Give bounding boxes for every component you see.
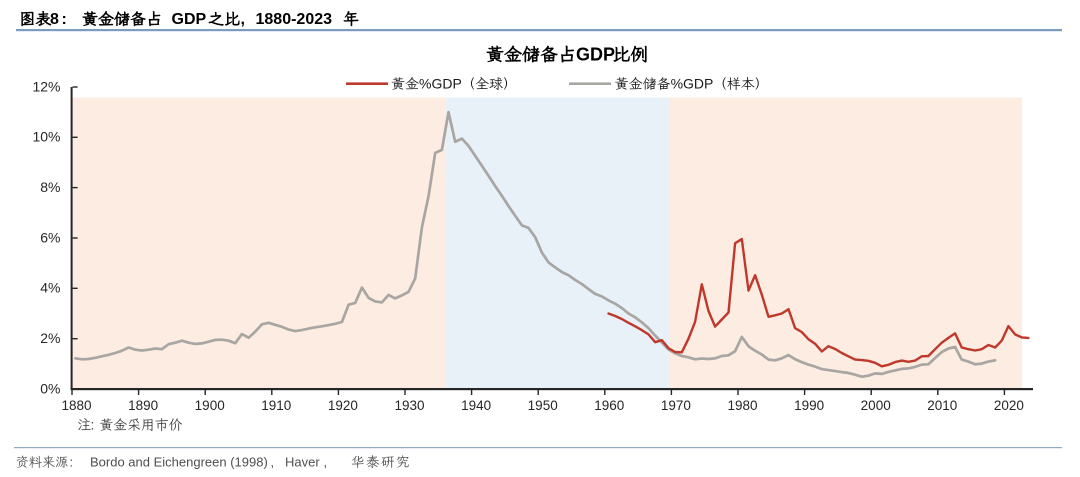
svg-text:8: 8 [50, 11, 59, 28]
svg-text:,: , [324, 455, 328, 470]
svg-text:,: , [271, 455, 275, 470]
svg-text:1950: 1950 [528, 398, 558, 413]
svg-text:Haver: Haver [285, 455, 320, 470]
svg-text:1880: 1880 [61, 398, 91, 413]
svg-text:4%: 4% [40, 280, 60, 296]
svg-text:GDP: GDP [172, 11, 207, 28]
svg-text:%GDP: %GDP [671, 76, 714, 92]
svg-text::: : [91, 418, 95, 433]
svg-text:2010: 2010 [927, 398, 957, 413]
svg-text:2020: 2020 [994, 398, 1024, 413]
svg-text:1920: 1920 [328, 398, 358, 413]
svg-text:1940: 1940 [461, 398, 491, 413]
svg-text:2000: 2000 [861, 398, 891, 413]
svg-text:6%: 6% [40, 229, 60, 245]
svg-text:1930: 1930 [394, 398, 424, 413]
svg-text:1970: 1970 [661, 398, 691, 413]
svg-text:0%: 0% [40, 380, 60, 396]
svg-text:%GDP: %GDP [419, 76, 462, 92]
svg-text::: : [62, 11, 67, 28]
svg-text:1890: 1890 [128, 398, 158, 413]
svg-text:12%: 12% [32, 78, 60, 94]
svg-text:GDP: GDP [576, 45, 615, 65]
svg-text:10%: 10% [32, 129, 60, 145]
svg-text:8%: 8% [40, 179, 60, 195]
svg-text::: : [70, 455, 74, 470]
svg-text:,: , [241, 11, 245, 28]
svg-text:1990: 1990 [794, 398, 824, 413]
svg-text:1980: 1980 [727, 398, 757, 413]
svg-text:Bordo and Eichengreen (1998): Bordo and Eichengreen (1998) [90, 455, 268, 470]
svg-text:1880-2023: 1880-2023 [256, 11, 333, 28]
svg-text:1900: 1900 [195, 398, 225, 413]
svg-text:1910: 1910 [261, 398, 291, 413]
svg-text:1960: 1960 [594, 398, 624, 413]
svg-text:2%: 2% [40, 330, 60, 346]
